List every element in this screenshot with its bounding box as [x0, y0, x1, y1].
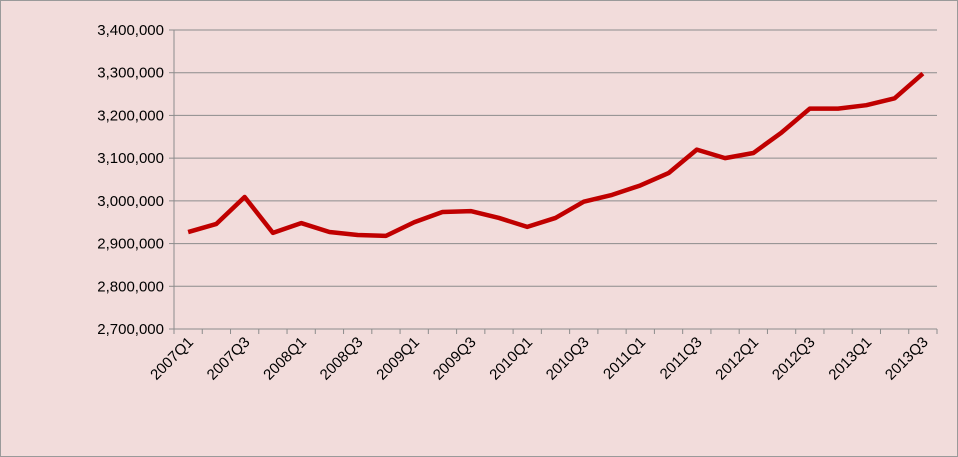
data-line — [187, 71, 925, 239]
y-tick-label: 2,800,000 — [97, 278, 164, 295]
y-tick-label: 3,300,000 — [97, 65, 164, 82]
y-tick-label: 3,100,000 — [97, 150, 164, 167]
y-tick-label: 3,200,000 — [97, 107, 164, 124]
y-tick-label: 2,700,000 — [97, 321, 164, 338]
y-tick-label: 3,000,000 — [97, 193, 164, 210]
y-tick-label: 2,900,000 — [97, 236, 164, 253]
y-tick-label: 3,400,000 — [97, 22, 164, 39]
